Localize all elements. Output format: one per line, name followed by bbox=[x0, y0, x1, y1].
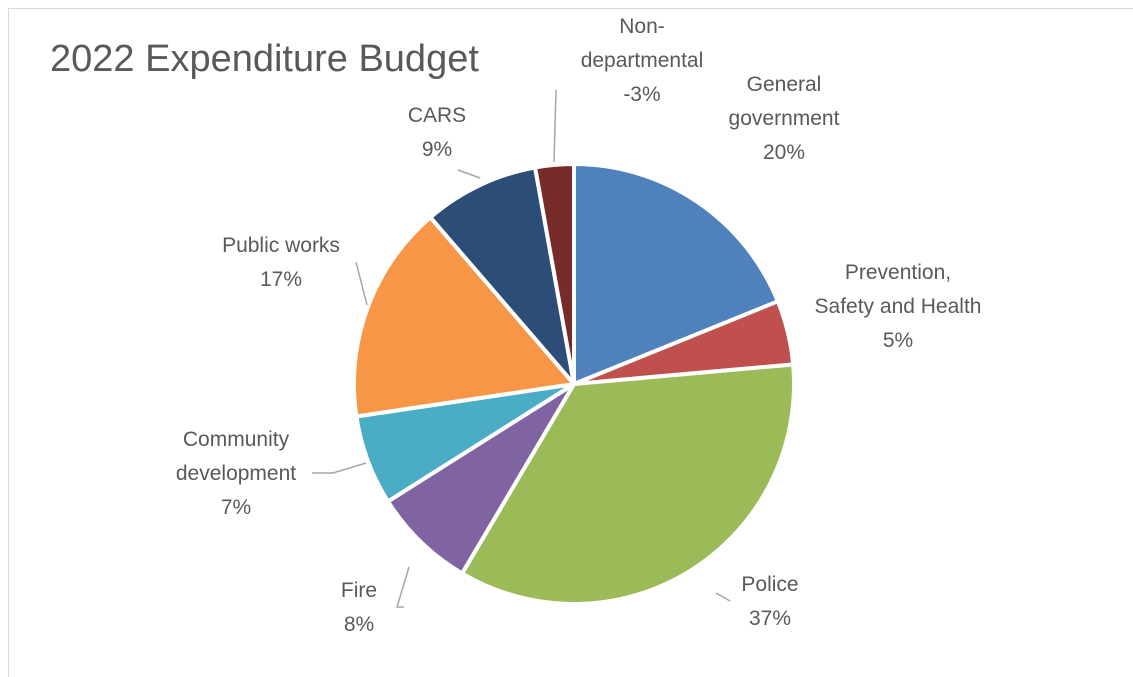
pie-slice-cars bbox=[428, 165, 576, 386]
data-label-percent: 37% bbox=[749, 607, 791, 630]
data-label-category: CARS bbox=[408, 104, 466, 127]
data-label-percent: 7% bbox=[221, 496, 251, 519]
data-label-percent: -3% bbox=[623, 83, 660, 106]
data-label-percent: 5% bbox=[883, 329, 913, 352]
leader-line-non-departmental bbox=[553, 89, 557, 163]
chart-title: 2022 Expenditure Budget bbox=[50, 38, 479, 80]
data-label-category: Police bbox=[741, 573, 798, 596]
data-label-category: Fire bbox=[341, 579, 377, 602]
data-label-category: government bbox=[729, 107, 840, 130]
data-label-percent: 8% bbox=[344, 613, 374, 636]
data-label-category: Community bbox=[183, 428, 290, 451]
data-label-fire: Fire 8% bbox=[341, 579, 377, 636]
data-label-non-departmental: Non-departmental -3% bbox=[581, 15, 704, 106]
data-label-category: departmental bbox=[581, 49, 704, 72]
data-label-community-development: Community development 7% bbox=[176, 428, 296, 519]
pie-slice-police bbox=[460, 362, 796, 606]
leader-line-police bbox=[715, 592, 731, 602]
data-label-category: General bbox=[747, 73, 822, 96]
pie-slice-fire bbox=[385, 382, 576, 576]
pie-slice-public-works bbox=[352, 215, 576, 419]
leader-line-fire bbox=[395, 566, 410, 608]
data-label-public-works: Public works 17% bbox=[222, 234, 340, 291]
data-label-category: Non- bbox=[619, 15, 665, 38]
data-label-category: Public works bbox=[222, 234, 340, 257]
data-label-prevention-safety-and-health: Prevention, Safety and Health 5% bbox=[815, 261, 982, 352]
data-label-percent: 17% bbox=[260, 268, 302, 291]
data-label-category: development bbox=[176, 462, 296, 485]
data-label-general-government: General government 20% bbox=[729, 73, 840, 164]
data-label-category: Prevention, bbox=[845, 261, 951, 284]
data-label-percent: 20% bbox=[763, 141, 805, 164]
data-label-category: Safety and Health bbox=[815, 295, 982, 318]
data-label-police: Police 37% bbox=[741, 573, 798, 630]
chart-frame-top-border bbox=[8, 8, 1133, 9]
pie-slice-general-government bbox=[572, 162, 780, 386]
leader-line-public-works bbox=[355, 261, 368, 306]
data-label-percent: 9% bbox=[422, 138, 452, 161]
leader-line-cars bbox=[457, 169, 481, 179]
chart-frame-left-border bbox=[8, 8, 9, 677]
pie-slice-non-departmental bbox=[533, 162, 576, 386]
leader-line-community-development bbox=[312, 462, 367, 474]
data-label-cars: CARS 9% bbox=[408, 104, 466, 161]
